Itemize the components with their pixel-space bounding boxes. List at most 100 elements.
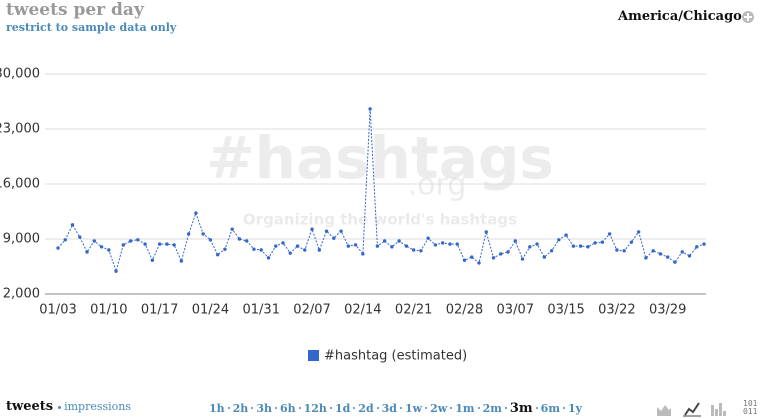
y-tick-label: 23,000 xyxy=(0,122,40,137)
data-point xyxy=(636,230,641,234)
sample-toggle[interactable]: restrict to sample data only xyxy=(6,21,177,34)
data-point xyxy=(252,247,256,251)
data-point xyxy=(687,254,692,258)
data-point xyxy=(680,250,684,254)
data-point xyxy=(92,239,96,243)
data-point xyxy=(295,244,300,248)
range-link[interactable]: 1w xyxy=(405,402,423,415)
legend-label: #hashtag (estimated) xyxy=(324,349,467,364)
data-point xyxy=(484,230,488,234)
x-tick-label: 01/24 xyxy=(192,303,229,318)
data-point xyxy=(85,250,89,254)
data-point xyxy=(455,242,459,246)
x-tick-label: 03/15 xyxy=(547,303,584,318)
data-point xyxy=(223,247,227,251)
data-point xyxy=(557,238,561,242)
binary-line: 011 xyxy=(743,407,758,416)
range-link[interactable]: 2d xyxy=(358,402,374,415)
data-point xyxy=(332,236,336,240)
data-point xyxy=(629,240,634,244)
range-link[interactable]: 2m xyxy=(482,402,502,415)
data-point xyxy=(542,255,547,259)
timezone[interactable]: America/Chicago xyxy=(618,9,742,24)
range-link[interactable]: 1d xyxy=(334,402,351,415)
bar-icon[interactable] xyxy=(711,403,726,416)
watermark-logo: #hashtags xyxy=(206,124,554,192)
data-point xyxy=(433,243,438,247)
data-point xyxy=(578,244,583,248)
data-point xyxy=(165,242,169,246)
data-point xyxy=(143,242,147,246)
data-point xyxy=(281,241,285,245)
range-link[interactable]: 1y xyxy=(567,402,583,415)
chart-title: tweets per day xyxy=(6,0,144,20)
metric-tweets[interactable]: tweets xyxy=(6,399,54,414)
data-point xyxy=(215,253,220,257)
data-point xyxy=(477,261,481,265)
data-point xyxy=(549,249,554,253)
data-point xyxy=(600,240,605,244)
data-point xyxy=(462,258,467,262)
area-icon[interactable] xyxy=(657,405,671,416)
data-point xyxy=(397,239,401,243)
x-tick-label: 01/31 xyxy=(243,303,280,318)
data-point xyxy=(266,256,271,260)
range-link[interactable]: 6m xyxy=(540,402,560,415)
data-point xyxy=(288,251,292,255)
data-point xyxy=(128,239,133,243)
range-link[interactable]: 1h xyxy=(209,402,225,415)
legend-swatch xyxy=(308,350,319,361)
y-tick-label: 2,000 xyxy=(3,287,40,302)
chart: #hashtags .org Organizing the world's ha… xyxy=(0,67,706,364)
x-tick-label: 02/07 xyxy=(293,303,330,318)
range-link[interactable]: 6h xyxy=(279,402,296,415)
y-tick-label: 9,000 xyxy=(3,232,40,247)
data-point xyxy=(506,250,510,254)
range-link[interactable]: 3d xyxy=(381,402,398,415)
range-link[interactable]: 3h xyxy=(256,402,272,415)
data-point xyxy=(564,233,568,237)
data-point xyxy=(172,243,176,247)
data-point xyxy=(353,243,358,247)
data-point xyxy=(150,258,155,262)
data-point xyxy=(419,249,423,253)
watermark-tagline: Organizing the world's hashtags xyxy=(243,211,517,229)
data-point xyxy=(673,260,677,264)
data-point xyxy=(382,239,387,243)
data-point xyxy=(368,107,372,111)
data-point xyxy=(695,245,699,249)
data-point xyxy=(411,248,416,252)
data-point xyxy=(194,211,198,215)
data-point xyxy=(121,243,126,247)
data-point xyxy=(324,229,329,233)
data-point xyxy=(361,252,365,256)
data-point xyxy=(274,244,278,248)
metric-impressions[interactable]: impressions xyxy=(64,400,132,413)
binary-icon[interactable]: 101 011 xyxy=(743,400,757,416)
data-point xyxy=(70,223,75,227)
data-point xyxy=(245,239,249,243)
data-point xyxy=(339,229,343,233)
x-tick-label: 01/03 xyxy=(39,303,76,318)
timezone-add-icon[interactable] xyxy=(742,11,754,23)
line-icon[interactable] xyxy=(683,402,701,417)
chart-type-icons xyxy=(657,402,726,417)
x-tick-label: 03/07 xyxy=(497,303,534,318)
range-link[interactable]: 12h xyxy=(303,402,327,415)
data-point xyxy=(593,241,597,245)
binary-line: 101 xyxy=(743,399,758,408)
data-point xyxy=(470,255,474,259)
y-tick-label: 30,000 xyxy=(0,67,40,82)
data-point xyxy=(136,238,140,242)
data-point xyxy=(404,244,409,248)
range-link[interactable]: 2w xyxy=(430,402,448,415)
range-link[interactable]: 1m xyxy=(455,402,475,415)
data-point xyxy=(346,244,351,248)
range-link[interactable]: 2h xyxy=(232,402,249,415)
range-selector: 1h 2h 3h 6h 12h 1d 2d 3d 1w 2w 1m 2m 3m 6m 1y xyxy=(209,401,584,416)
data-point xyxy=(303,248,307,252)
data-point xyxy=(208,238,213,242)
range-link[interactable]: 3m xyxy=(509,401,533,416)
data-point xyxy=(528,245,532,249)
